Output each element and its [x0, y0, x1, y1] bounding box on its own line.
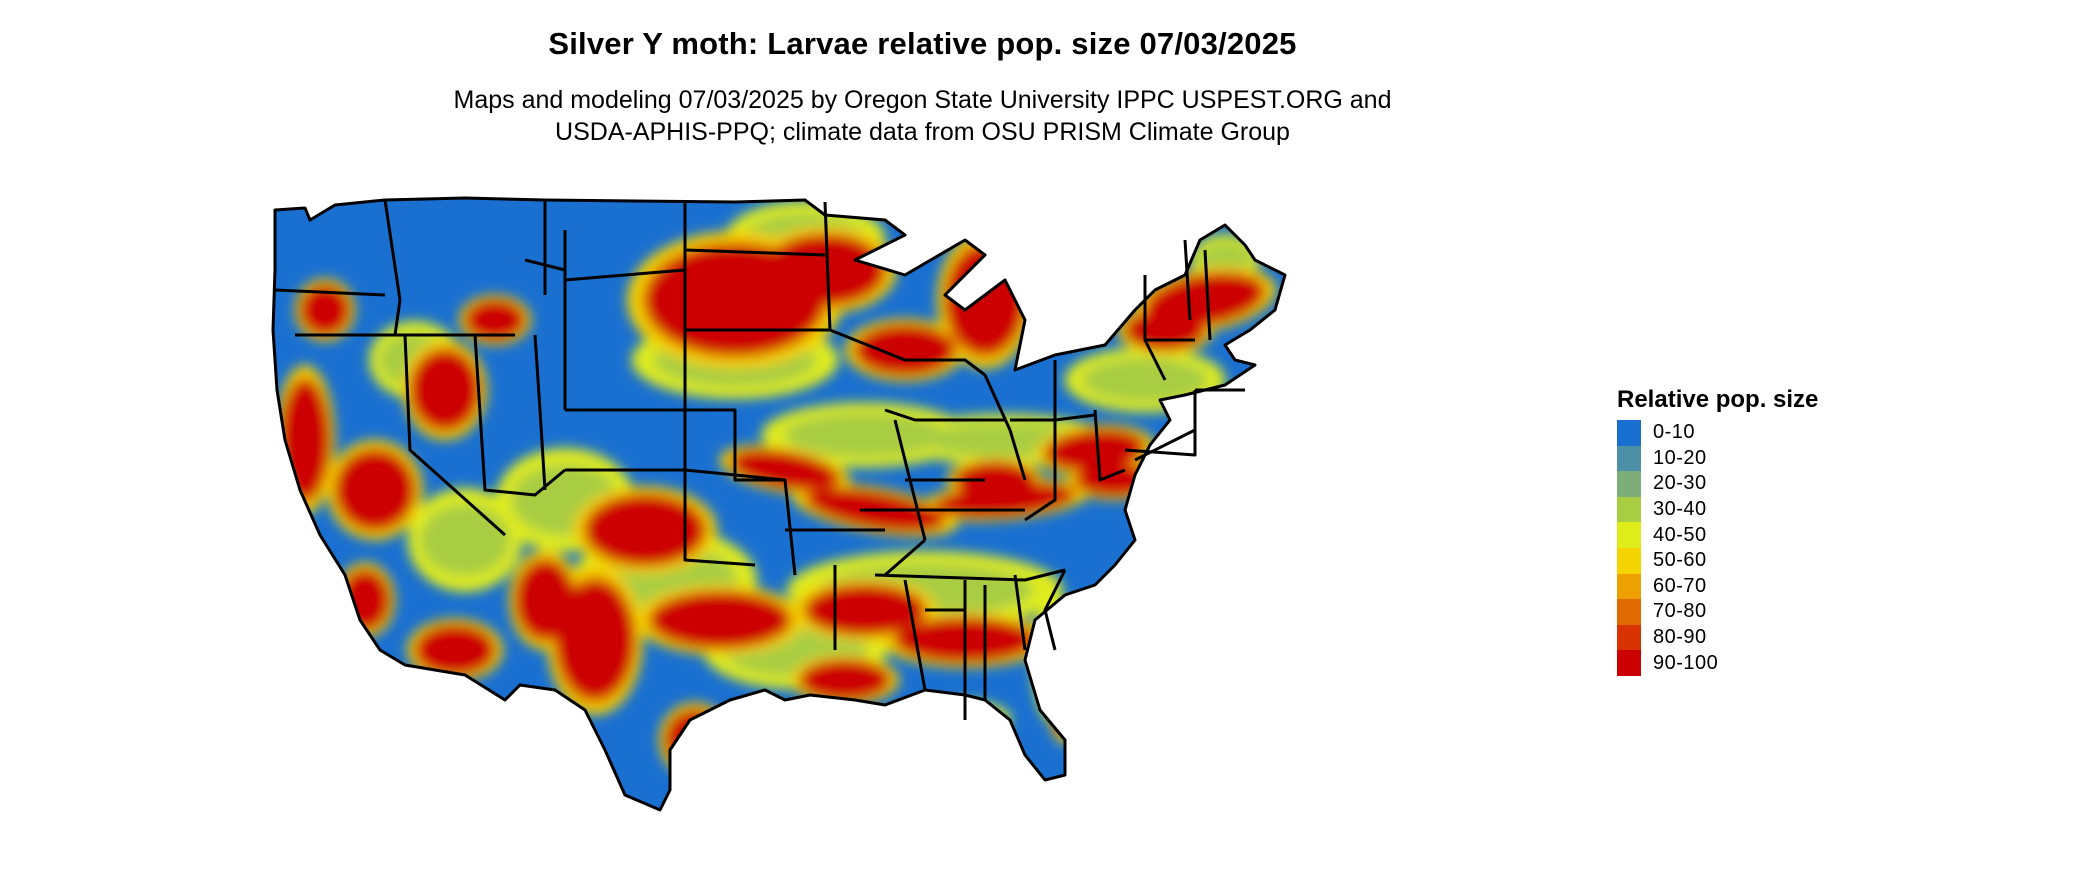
raster-patch [300, 285, 350, 335]
legend-item: 50-60 [1617, 547, 1818, 574]
legend-label: 80-90 [1653, 626, 1707, 649]
legend-label: 10-20 [1653, 446, 1707, 469]
state-borders [271, 196, 1287, 812]
raster-patch [555, 580, 635, 700]
raster-patch [1050, 665, 1080, 735]
raster-patch [1125, 310, 1205, 350]
raster-patch [1082, 357, 1208, 403]
raster-patch [585, 495, 705, 565]
raster-patch [784, 412, 946, 458]
legend-swatch [1617, 496, 1641, 523]
legend-label: 60-70 [1653, 574, 1707, 597]
legend-label: 40-50 [1653, 523, 1707, 546]
raster-patch [1047, 656, 1083, 744]
legend-label: 90-100 [1653, 651, 1719, 674]
legend-swatch [1617, 547, 1641, 574]
raster-patch [1075, 464, 1155, 496]
raster-patch [280, 380, 330, 500]
raster-patch [800, 660, 890, 700]
legend-label: 0-10 [1653, 421, 1696, 444]
raster-patch [1037, 615, 1073, 705]
legend: Relative pop. size 0-10 10-20 20-30 30-40 40… [1617, 386, 1818, 676]
legend-item: 0-10 [1617, 420, 1818, 446]
us-map-svg [271, 196, 1287, 812]
legend-item: 10-20 [1617, 445, 1818, 472]
legend-item: 60-70 [1617, 573, 1818, 600]
raster-patch [945, 245, 1025, 355]
legend-title: Relative pop. size [1617, 386, 1819, 413]
legend-swatch [1617, 650, 1641, 676]
legend-item: 80-90 [1617, 624, 1818, 651]
raster-patch [415, 625, 495, 675]
map-title: Silver Y moth: Larvae relative pop. size… [548, 26, 1297, 61]
raster-patch [650, 592, 790, 648]
raster-patch [515, 560, 575, 640]
raster-patch [335, 450, 415, 530]
legend-swatch [1617, 624, 1641, 651]
raster-patch [420, 504, 510, 576]
legend-label: 30-40 [1653, 498, 1707, 521]
legend-swatch [1617, 522, 1641, 548]
subtitle-line-2: USDA-APHIS-PPQ; climate data from OSU PR… [555, 118, 1290, 146]
legend-label: 50-60 [1653, 549, 1707, 572]
legend-swatch [1617, 471, 1641, 497]
legend-item: 70-80 [1617, 599, 1818, 625]
raster-patch [410, 350, 480, 430]
map-subtitle: Maps and modeling 07/03/2025 by Oregon S… [0, 84, 1845, 148]
legend-item: 20-30 [1617, 471, 1818, 497]
legend-items: 0-10 10-20 20-30 30-40 40-50 50-60 60-70 70-80 8… [1617, 420, 1818, 676]
raster-patch [1045, 429, 1145, 471]
population-raster [273, 198, 1285, 810]
legend-swatch [1617, 445, 1641, 472]
legend-label: 70-80 [1653, 600, 1707, 623]
legend-item: 40-50 [1617, 522, 1818, 548]
raster-blobs [275, 201, 1277, 778]
subtitle-line-1: Maps and modeling 07/03/2025 by Oregon S… [453, 86, 1392, 114]
us-map [265, 180, 1585, 880]
legend-item: 90-100 [1617, 650, 1818, 676]
legend-label: 20-30 [1653, 472, 1707, 495]
raster-patch [765, 235, 885, 305]
legend-swatch [1617, 420, 1641, 446]
raster-patch [465, 300, 525, 340]
legend-swatch [1617, 599, 1641, 625]
legend-swatch [1617, 573, 1641, 600]
raster-patch [855, 325, 955, 375]
legend-item: 30-40 [1617, 496, 1818, 523]
